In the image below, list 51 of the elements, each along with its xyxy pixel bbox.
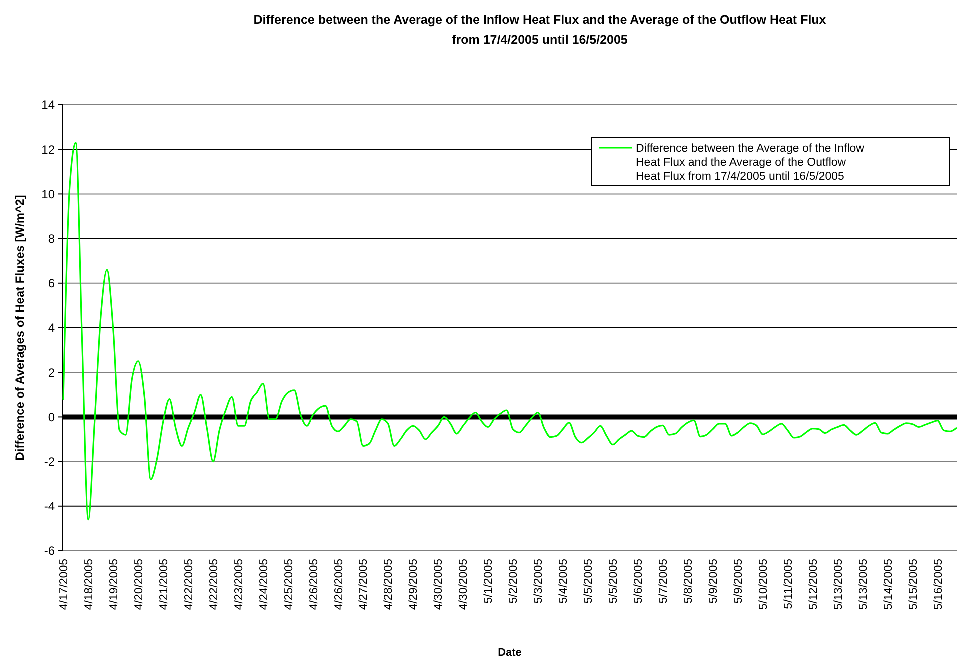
y-tick-label: -6 — [44, 544, 56, 558]
y-tick-label: 10 — [42, 187, 56, 202]
y-tick-label: 12 — [42, 142, 56, 157]
x-tick-label: 4/19/2005 — [108, 559, 120, 610]
x-tick-label: 4/26/2005 — [333, 559, 346, 610]
x-tick-label: 5/10/2005 — [758, 559, 770, 610]
y-tick-label: -2 — [44, 455, 56, 469]
x-tick-label: 4/22/2005 — [183, 559, 196, 610]
x-tick-label: 4/28/2005 — [383, 559, 396, 610]
y-tick-label: 6 — [48, 276, 56, 291]
x-tick-label: 4/25/2005 — [283, 559, 296, 610]
x-tick-label: 5/1/2005 — [483, 559, 496, 604]
x-tick-label: 5/14/2005 — [882, 559, 895, 610]
x-tick-label: 5/7/2005 — [658, 559, 670, 604]
x-tick-label: 4/21/2005 — [158, 559, 170, 610]
x-tick-label: 4/30/2005 — [433, 559, 446, 610]
x-tick-label: 5/13/2005 — [858, 559, 870, 610]
legend-label: Difference between the Average of the Inflow Heat Flux and the Average of the Outflow Heat Flux from 17/4/2005 until 16/5/2005 — [636, 143, 866, 183]
x-tick-label: 5/16/2005 — [932, 559, 945, 610]
x-tick-label: 4/26/2005 — [308, 559, 320, 610]
y-tick-label: 2 — [48, 366, 56, 380]
x-tick-label: 4/29/2005 — [408, 559, 420, 610]
x-tick-label: 4/27/2005 — [358, 559, 370, 610]
x-tick-label: 5/12/2005 — [808, 559, 820, 610]
y-tick-label: 4 — [48, 321, 56, 336]
x-tick-label: 4/18/2005 — [83, 559, 96, 610]
x-tick-label: 5/15/2005 — [908, 559, 920, 610]
x-tick-label: 5/8/2005 — [682, 559, 695, 604]
y-tick-label: 8 — [48, 232, 56, 246]
x-tick-label: 5/9/2005 — [732, 559, 745, 604]
y-axis-title: Difference of Averages of Heat Fluxes [W/m^2] — [13, 195, 27, 461]
x-tick-label: 5/6/2005 — [633, 559, 646, 604]
x-tick-label: 4/23/2005 — [233, 559, 246, 610]
x-tick-label: 5/9/2005 — [708, 559, 720, 604]
chart-title: Difference between the Average of the Inflow Heat Flux and the Average of the Outflow Heat Flux from 17/4/2005 until 16/5/2005 — [254, 13, 826, 47]
y-tick-label: -4 — [44, 500, 56, 514]
x-tick-label: 5/13/2005 — [832, 559, 845, 610]
x-axis-title: Date — [498, 647, 522, 659]
x-tick-label: 5/2/2005 — [508, 559, 520, 604]
y-tick-label: 0 — [48, 410, 56, 424]
x-tick-label: 4/30/2005 — [458, 559, 470, 610]
x-tick-label: 5/4/2005 — [558, 559, 570, 604]
y-tick-label: 14 — [42, 98, 56, 112]
x-tick-label: 5/3/2005 — [533, 559, 546, 604]
x-tick-label: 4/20/2005 — [133, 559, 146, 610]
x-tick-label: 5/11/2005 — [782, 559, 795, 610]
x-tick-label: 4/24/2005 — [258, 559, 270, 610]
x-tick-label: 5/5/2005 — [583, 559, 596, 604]
x-tick-label: 4/22/2005 — [208, 559, 220, 610]
x-tick-label: 4/17/2005 — [58, 559, 70, 610]
x-tick-label: 5/5/2005 — [608, 559, 620, 604]
